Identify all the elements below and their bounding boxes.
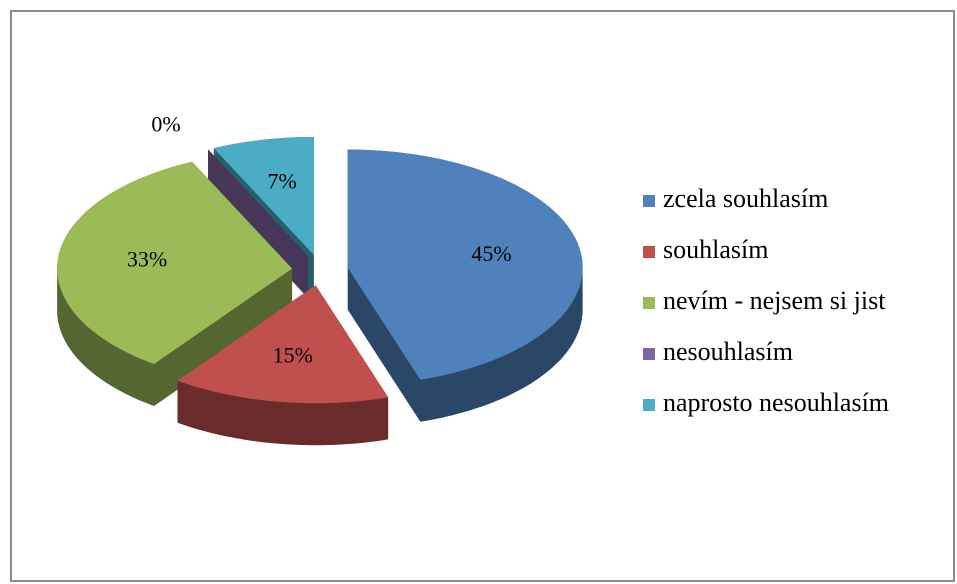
slice	[213, 137, 314, 255]
legend-swatch	[643, 297, 655, 309]
legend-label: naprosto nesouhlasím	[663, 388, 889, 417]
data-label: 7%	[267, 169, 296, 194]
slice	[347, 149, 583, 380]
legend-label: nesouhlasím	[663, 337, 793, 366]
legend-swatch	[643, 195, 655, 207]
legend-swatch	[643, 246, 655, 258]
legend-label: souhlasím	[663, 235, 768, 264]
data-label: 15%	[273, 343, 313, 368]
data-label: 0%	[151, 112, 180, 137]
slice	[177, 285, 389, 404]
legend-swatch	[643, 348, 655, 360]
legend-label: nevím - nejsem si jist	[663, 286, 886, 315]
legend-label: zcela souhlasím	[663, 184, 828, 213]
data-label: 45%	[471, 241, 511, 266]
data-label: 33%	[127, 247, 167, 272]
legend-swatch	[643, 399, 655, 411]
slice	[57, 161, 293, 364]
